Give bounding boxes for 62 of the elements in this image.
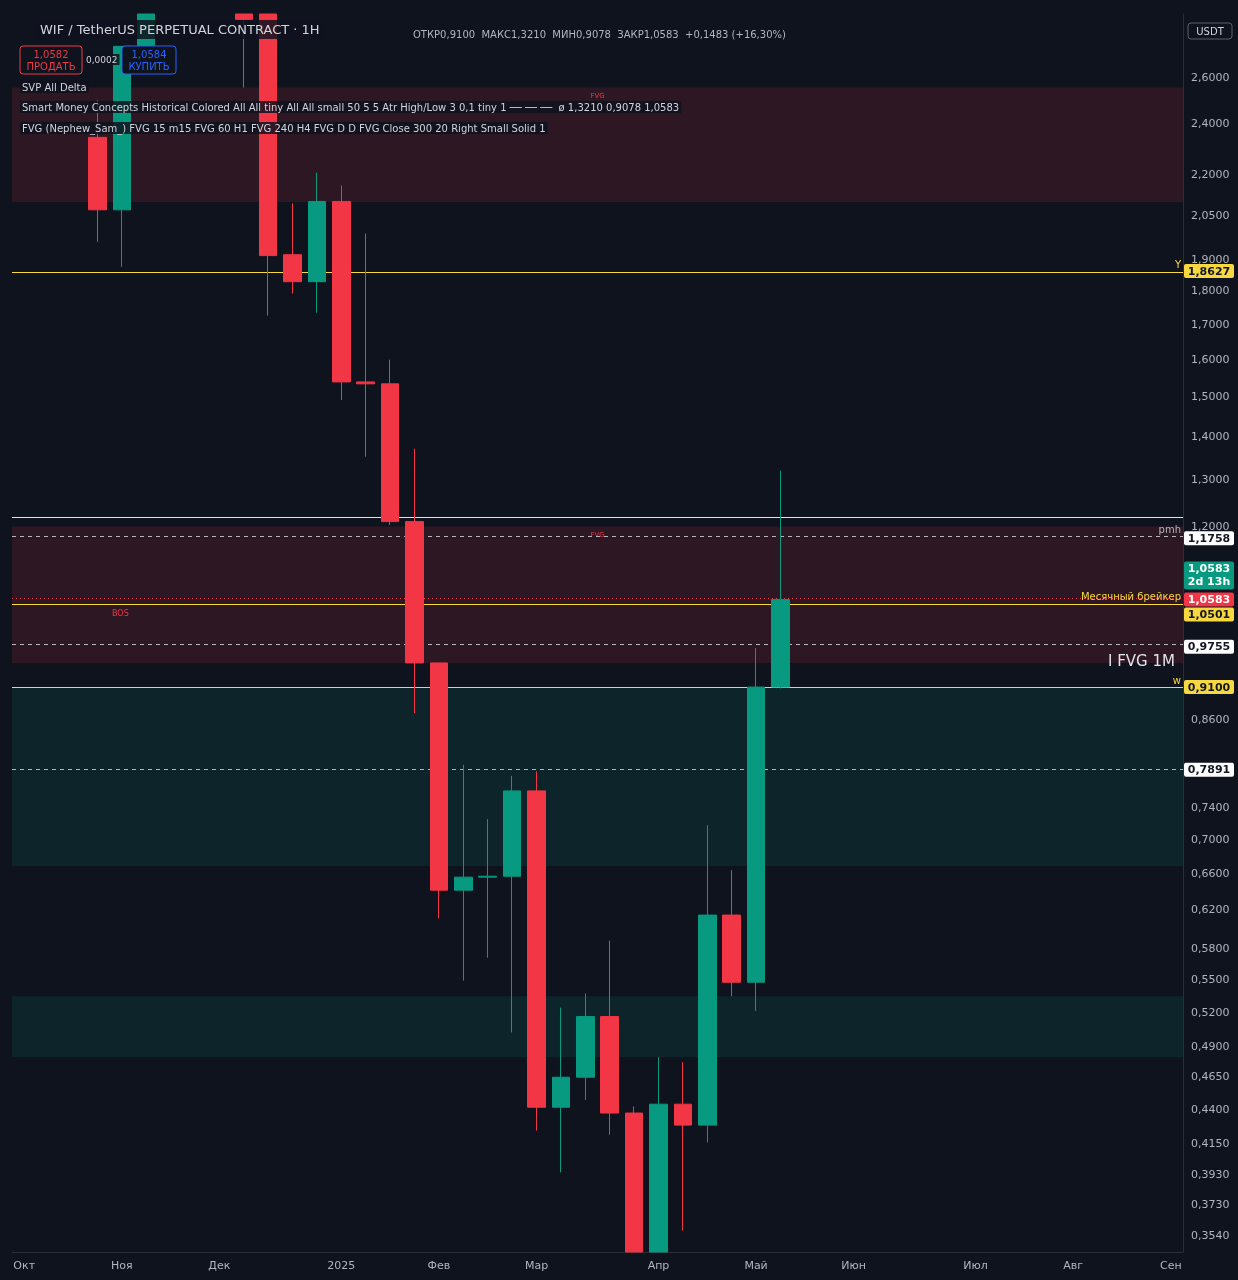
y-tick-label: 0,6200 <box>1191 903 1230 917</box>
text: 1,0583 <box>1187 592 1231 606</box>
y-tick-label: 1,2000 <box>1191 519 1230 533</box>
ref-line-label: Месячный брейкер <box>1080 591 1181 603</box>
y-tick-label: 1,9000 <box>1191 253 1230 267</box>
y-tick-label: 1,5000 <box>1191 390 1230 404</box>
y-tick-label: 1,7000 <box>1191 317 1230 331</box>
x-tick-label: Сен <box>1159 1259 1182 1272</box>
y-tick-label: 0,5800 <box>1191 942 1230 956</box>
x-tick-label: Ноя <box>110 1259 133 1272</box>
y-tick-label: 0,7000 <box>1191 832 1230 846</box>
ref-line-label: w <box>1172 674 1181 686</box>
text: 0,9755 <box>1187 640 1231 654</box>
y-tick-label: 0,6600 <box>1191 867 1230 881</box>
y-tick-label: 0,4650 <box>1191 1070 1230 1084</box>
y-tick-label: 0,4400 <box>1191 1102 1230 1116</box>
x-tick-label: Мар <box>524 1259 549 1272</box>
y-tick-label: 0,5200 <box>1191 1005 1230 1019</box>
y-tick-label: 1,8000 <box>1191 284 1230 298</box>
y-tick-label: 2,0500 <box>1191 208 1230 222</box>
annotation: I FVG 1M <box>1108 651 1175 670</box>
text: 1,8627 <box>1187 264 1231 278</box>
text: 1,0501 <box>1187 607 1231 621</box>
text: 1,1758 <box>1187 531 1231 545</box>
text: 1,0583 2d 13h <box>1187 562 1231 589</box>
annotation: 1,0582 ПРОДАТЬ <box>26 48 76 72</box>
ref-line-label: Y <box>1173 259 1182 271</box>
y-tick-label: 0,8600 <box>1191 713 1230 727</box>
y-tick-label: 2,6000 <box>1191 70 1230 84</box>
annotation: FVG (Nephew_Sam_) FVG 15 m15 FVG 60 H1 FVG 240 H4 FVG D D FVG Close 300 20 Right Small Solid 1 <box>22 122 546 135</box>
x-tick-label: Май <box>744 1259 768 1272</box>
text: 0,9100 <box>1187 680 1231 694</box>
x-tick-label: 2025 <box>327 1259 356 1272</box>
y-tick-label: 1,6000 <box>1191 352 1230 366</box>
y-tick-label: 0,5500 <box>1191 972 1230 986</box>
y-tick-label: 0,7400 <box>1191 800 1230 814</box>
ref-line-label: pmh <box>1158 523 1181 535</box>
y-tick-label: 0,3540 <box>1191 1228 1230 1242</box>
annotation: Smart Money Concepts Historical Colored All All tiny All All small 50 5 5 Atr High/Low 3 0,1 tiny 1 ── ── ── ø 1,3210 0,9078 1,0583 <box>22 101 680 113</box>
y-tick-label: 0,4900 <box>1191 1040 1230 1054</box>
x-tick-label: Апр <box>647 1259 670 1272</box>
annotation: 0,0002 <box>86 54 118 65</box>
x-tick-label: Июл <box>963 1259 988 1272</box>
text: WIF / TetherUS PERPETUAL CONTRACT · 1H <box>40 22 320 37</box>
x-tick-label: Дек <box>208 1259 231 1272</box>
y-tick-label: 1,3000 <box>1191 473 1230 487</box>
y-tick-label: 0,3730 <box>1191 1198 1230 1212</box>
annotation: SVP All Delta <box>22 81 87 93</box>
x-tick-label: Окт <box>13 1259 36 1272</box>
y-tick-label: 2,2000 <box>1191 167 1230 181</box>
text: 0,7891 <box>1187 763 1231 777</box>
x-tick-label: Авг <box>1063 1259 1084 1272</box>
y-tick-label: 2,4000 <box>1191 117 1230 131</box>
text: ОТКР0,9100 МАКС1,3210 МИН0,9078 ЗАКР1,0583 +0,1483 (+16,30%) <box>413 28 787 40</box>
y-tick-label: 0,3930 <box>1191 1168 1230 1182</box>
annotation: BOS <box>112 608 129 618</box>
x-tick-label: Июн <box>841 1259 866 1272</box>
x-tick-label: Фев <box>427 1259 451 1272</box>
y-tick-label: 1,4000 <box>1191 430 1230 444</box>
y-tick-label: 0,4150 <box>1191 1136 1230 1150</box>
annotation: 1,0584 КУПИТЬ <box>128 48 170 72</box>
text: USDT <box>1196 25 1225 37</box>
